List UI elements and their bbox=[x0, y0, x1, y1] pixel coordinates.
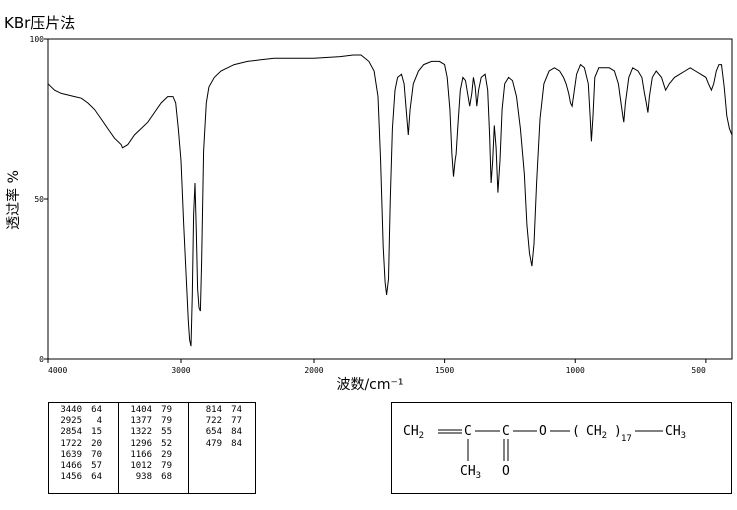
peak-row: 1639 70 bbox=[52, 450, 118, 461]
chain-ch2: CH2 bbox=[586, 424, 607, 441]
alpha-carbon: C bbox=[464, 424, 472, 439]
peak-transmittance: 52 bbox=[161, 438, 172, 449]
spectrum-line bbox=[47, 54, 733, 347]
peak-wavenumber: 1296 bbox=[130, 438, 152, 449]
peak-transmittance: 70 bbox=[91, 449, 102, 460]
x-tick-label: 3000 bbox=[171, 366, 190, 375]
peak-transmittance: 29 bbox=[161, 449, 172, 460]
peak-table-column: 3440 64 2925 4 2854 15 1722 20 1639 70 1466 57 1456 6… bbox=[49, 403, 119, 493]
peak-wavenumber: 814 bbox=[205, 405, 222, 415]
peak-row: 1012 79 bbox=[122, 461, 188, 472]
peak-transmittance: 84 bbox=[231, 438, 242, 449]
methyl-branch: CH3 bbox=[460, 464, 481, 481]
terminal-ch3: CH3 bbox=[665, 424, 686, 441]
peak-table-column: 814 74 722 77 654 84 479 84 bbox=[189, 403, 255, 493]
peak-row: 938 68 bbox=[122, 472, 188, 483]
peak-transmittance: 55 bbox=[161, 427, 172, 438]
peak-table-column: 1404 79 1377 79 1322 55 1296 52 1166 29 1012 79 938 6… bbox=[119, 403, 189, 493]
y-tick-label: 100 bbox=[30, 35, 45, 44]
peak-transmittance: 77 bbox=[231, 416, 242, 427]
peak-wavenumber: 1722 bbox=[60, 438, 82, 449]
peak-wavenumber: 938 bbox=[135, 472, 152, 483]
peak-wavenumber: 1466 bbox=[60, 460, 82, 471]
peak-row: 2854 15 bbox=[52, 427, 118, 438]
peak-transmittance: 64 bbox=[91, 472, 102, 483]
x-tick-label: 500 bbox=[691, 366, 706, 375]
peak-transmittance: 84 bbox=[231, 427, 242, 438]
peak-row: 1456 64 bbox=[52, 472, 118, 483]
peak-row: 1296 52 bbox=[122, 439, 188, 450]
peak-row: 814 74 bbox=[192, 405, 255, 416]
peak-wavenumber: 3440 bbox=[60, 405, 82, 415]
chain-close-paren: ) bbox=[614, 424, 622, 439]
peak-transmittance: 79 bbox=[161, 416, 172, 427]
peak-transmittance: 74 bbox=[231, 405, 242, 415]
peak-transmittance: 20 bbox=[91, 438, 102, 449]
peak-transmittance: 79 bbox=[161, 405, 172, 415]
peak-wavenumber: 722 bbox=[205, 416, 222, 427]
chain-open-paren: ( bbox=[572, 424, 580, 439]
peak-row: 1377 79 bbox=[122, 416, 188, 427]
peak-row: 1322 55 bbox=[122, 427, 188, 438]
peak-row: 3440 64 bbox=[52, 405, 118, 416]
y-tick-label: 50 bbox=[34, 195, 44, 204]
peak-wavenumber: 1456 bbox=[60, 472, 82, 483]
peak-row: 1722 20 bbox=[52, 439, 118, 450]
structure-formula: CH2 C C O ( CH2 ) 17 CH3 CH3 O bbox=[391, 402, 732, 494]
peak-transmittance: 4 bbox=[96, 416, 102, 427]
x-tick-label: 1000 bbox=[566, 366, 585, 375]
chart-title: KBr压片法 bbox=[4, 14, 76, 32]
peak-wavenumber: 2854 bbox=[60, 427, 82, 438]
carbonyl-carbon: C bbox=[502, 424, 510, 439]
y-tick-label: 0 bbox=[39, 355, 44, 364]
x-tick-label: 2000 bbox=[304, 366, 323, 375]
peak-wavenumber: 1322 bbox=[130, 427, 152, 438]
peak-row: 1404 79 bbox=[122, 405, 188, 416]
x-tick-label: 1500 bbox=[435, 366, 454, 375]
peak-row: 1166 29 bbox=[122, 450, 188, 461]
peak-row: 2925 4 bbox=[52, 416, 118, 427]
x-tick-label: 4000 bbox=[48, 366, 67, 375]
chain-count: 17 bbox=[621, 434, 632, 444]
y-axis-label: 透过率 % bbox=[5, 170, 22, 230]
peak-wavenumber: 479 bbox=[205, 438, 222, 449]
peak-transmittance: 68 bbox=[161, 472, 172, 483]
peak-wavenumber: 1166 bbox=[130, 449, 152, 460]
peak-wavenumber: 654 bbox=[205, 427, 222, 438]
peak-table: 3440 64 2925 4 2854 15 1722 20 1639 70 1466 57 1456 6… bbox=[48, 402, 256, 494]
ch2-group: CH2 bbox=[403, 424, 424, 441]
peak-transmittance: 57 bbox=[91, 460, 102, 471]
peak-row: 1466 57 bbox=[52, 461, 118, 472]
ester-oxygen: O bbox=[539, 424, 547, 439]
peak-wavenumber: 1377 bbox=[130, 416, 152, 427]
peak-transmittance: 79 bbox=[161, 460, 172, 471]
peak-row: 722 77 bbox=[192, 416, 255, 427]
peak-transmittance: 64 bbox=[91, 405, 102, 415]
peak-wavenumber: 1404 bbox=[130, 405, 152, 415]
peak-wavenumber: 1012 bbox=[130, 460, 152, 471]
peak-wavenumber: 2925 bbox=[60, 416, 82, 427]
carbonyl-oxygen: O bbox=[502, 464, 510, 479]
peak-row: 654 84 bbox=[192, 427, 255, 438]
x-axis-label: 波数/cm⁻¹ bbox=[336, 377, 403, 393]
peak-transmittance: 15 bbox=[91, 427, 102, 438]
peak-wavenumber: 1639 bbox=[60, 449, 82, 460]
peak-row: 479 84 bbox=[192, 439, 255, 450]
